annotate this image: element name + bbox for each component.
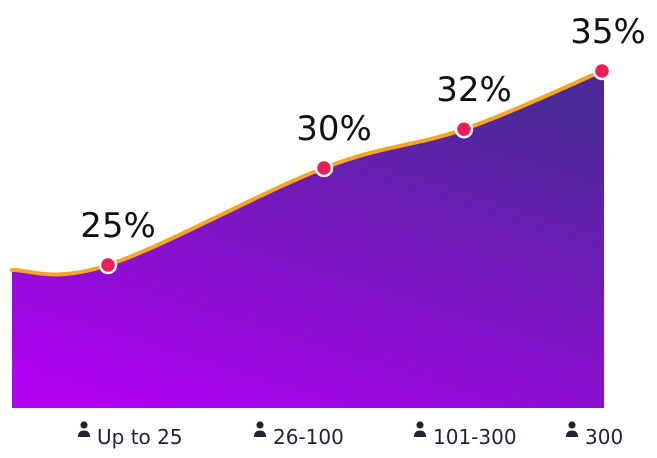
area-fill [12, 71, 604, 408]
category-4: 300 [566, 421, 623, 449]
value-label-4: 35% [570, 12, 646, 52]
person-icon [566, 421, 578, 437]
category-2: 26-100 [254, 421, 344, 449]
person-icon [254, 421, 266, 437]
category-label-1: Up to 25 [97, 425, 183, 449]
value-label-1: 25% [80, 206, 156, 246]
data-point-4 [592, 61, 612, 81]
category-label-3: 101-300 [433, 425, 517, 449]
category-3: 101-300 [414, 421, 517, 449]
category-label-2: 26-100 [273, 425, 344, 449]
value-label-2: 30% [296, 109, 372, 149]
x-axis-categories: Up to 25 26-100 101-300 300 [78, 421, 623, 449]
data-points [98, 61, 612, 275]
category-1: Up to 25 [78, 421, 183, 449]
data-point-2 [314, 158, 334, 178]
value-label-3: 32% [436, 70, 512, 110]
category-label-4: 300 [585, 425, 623, 449]
person-icon [414, 421, 426, 437]
data-point-1 [98, 255, 118, 275]
person-icon [78, 421, 90, 437]
data-point-3 [454, 119, 474, 139]
value-labels: 25% 30% 32% 35% [80, 12, 646, 246]
